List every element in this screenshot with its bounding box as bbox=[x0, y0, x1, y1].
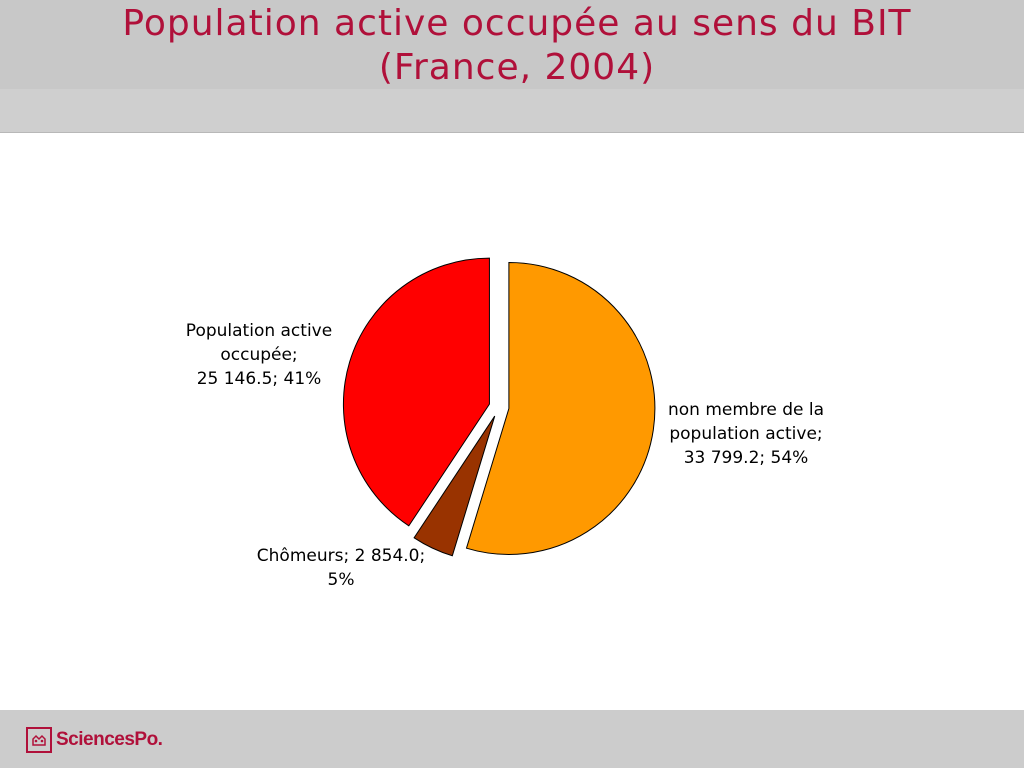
slice-label-line: Population active bbox=[185, 321, 333, 341]
sciencespo-logo: SciencesPo. bbox=[26, 726, 163, 754]
slice-label-line: 25 146.5; 41% bbox=[196, 369, 322, 389]
sciencespo-emblem-icon bbox=[26, 727, 52, 753]
slice-label-line: occupée; bbox=[220, 345, 298, 365]
slide-title: Population active occupée au sens du BIT… bbox=[0, 2, 1024, 90]
slide-title-line-1: Population active occupée au sens du BIT bbox=[122, 3, 912, 44]
slice-label-population-active-occupee: Population active occupée; 25 146.5; 41% bbox=[168, 319, 350, 391]
slice-label-line: Chômeurs; 2 854.0; bbox=[256, 546, 426, 566]
title-band bbox=[0, 0, 1024, 89]
logo-text: SciencesPo. bbox=[56, 729, 163, 750]
slice-label-line: 5% bbox=[327, 570, 355, 590]
pie-slice-population-active-occupee bbox=[342, 257, 490, 527]
slice-label-line: 33 799.2; 54% bbox=[683, 448, 809, 468]
pie-slice-non-membre bbox=[465, 261, 656, 555]
slice-label-line: population active; bbox=[669, 424, 823, 444]
footer-band bbox=[0, 710, 1024, 768]
slice-label-line: non membre de la bbox=[668, 400, 824, 420]
title-divider bbox=[0, 132, 1024, 133]
slice-label-non-membre: non membre de la population active; 33 7… bbox=[655, 398, 837, 470]
slide-title-line-2: (France, 2004) bbox=[378, 47, 656, 88]
pie-slice-chomeurs bbox=[413, 415, 496, 557]
title-band-lower bbox=[0, 89, 1024, 132]
slice-label-chomeurs: Chômeurs; 2 854.0; 5% bbox=[236, 544, 446, 592]
